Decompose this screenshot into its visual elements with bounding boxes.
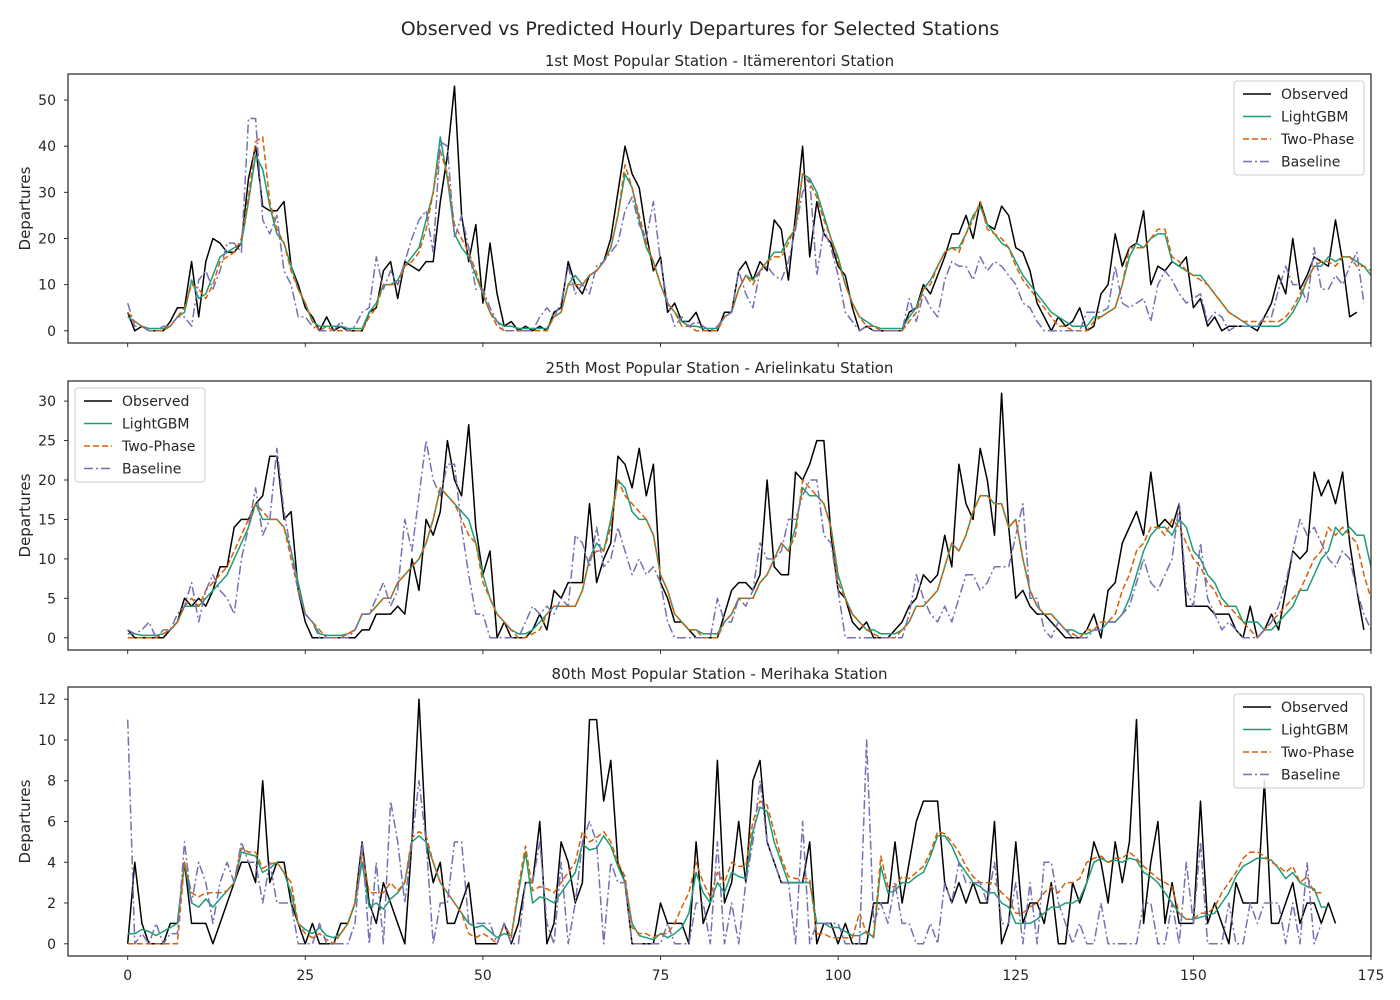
x-tick-label: 25 — [296, 968, 314, 984]
x-tick-label: 100 — [825, 968, 852, 984]
x-tick-label: 175 — [1358, 968, 1385, 984]
series-line-baseline — [126, 719, 1323, 945]
series-line-lightgbm — [127, 806, 1329, 941]
legend-label: LightGBM — [1281, 110, 1348, 126]
y-tick-label: 4 — [47, 855, 56, 871]
legend-box — [74, 387, 206, 483]
panel-merihaka: 80th Most Popular Station - Merihaka Sta… — [16, 665, 1384, 984]
y-tick-label: 15 — [38, 512, 56, 528]
y-tick-label: 50 — [38, 93, 56, 109]
y-axis-label: Departures — [16, 166, 34, 250]
subplot-title-merihaka: 80th Most Popular Station - Merihaka Sta… — [551, 665, 887, 683]
y-tick-label: 20 — [38, 473, 56, 489]
panel-itamerentori: 1st Most Popular Station - Itämerentori … — [16, 52, 1372, 347]
x-tick-label: 50 — [474, 968, 492, 984]
legend-label: LightGBM — [1281, 723, 1348, 739]
legend-label: Observed — [1281, 87, 1348, 103]
legend-label: Baseline — [1281, 768, 1340, 784]
x-tick-label: 150 — [1180, 968, 1207, 984]
series-line-two-phase — [127, 800, 1322, 945]
y-axis-label: Departures — [16, 779, 34, 863]
y-tick-label: 12 — [38, 692, 56, 708]
plot-frame — [67, 73, 1372, 344]
legend-label: Two-Phase — [1280, 745, 1354, 761]
y-tick-label: 20 — [38, 231, 56, 247]
y-tick-label: 8 — [47, 774, 56, 790]
x-tick-label: 0 — [123, 968, 132, 984]
legend-label: Baseline — [122, 462, 181, 478]
y-tick-label: 30 — [38, 185, 56, 201]
y-tick-label: 2 — [47, 896, 56, 912]
y-tick-label: 10 — [38, 278, 56, 294]
series-line-baseline — [127, 439, 1371, 639]
y-tick-label: 0 — [47, 631, 56, 647]
y-tick-label: 25 — [38, 434, 56, 450]
legend-label: Two-Phase — [121, 439, 195, 455]
series-line-two-phase — [127, 479, 1371, 639]
series-line-observed — [126, 85, 1358, 332]
plot-frame — [67, 686, 1372, 957]
legend-label: Observed — [1281, 700, 1348, 716]
subplot-title-itamerentori: 1st Most Popular Station - Itämerentori … — [545, 52, 894, 70]
legend-label: LightGBM — [122, 417, 189, 433]
y-tick-label: 6 — [47, 815, 56, 831]
series-line-lightgbm — [127, 479, 1371, 637]
y-axis-label: Departures — [16, 473, 34, 557]
figure-title: Observed vs Predicted Hourly Departures … — [401, 18, 1000, 40]
y-tick-label: 5 — [47, 591, 56, 607]
plot-frame — [67, 380, 1372, 651]
series-line-observed — [126, 698, 1337, 945]
legend-label: Observed — [122, 394, 189, 410]
legend: Observed LightGBM Two-Phase Baseline — [1233, 80, 1365, 176]
panel-arielinkatu: 25th Most Popular Station - Arielinkatu … — [16, 359, 1372, 654]
y-tick-label: 0 — [47, 937, 56, 953]
legend-box — [1233, 80, 1365, 176]
x-tick-label: 125 — [1002, 968, 1029, 984]
y-tick-label: 10 — [38, 733, 56, 749]
series-line-observed — [127, 392, 1365, 639]
subplot-title-arielinkatu: 25th Most Popular Station - Arielinkatu … — [546, 359, 894, 377]
y-tick-label: 40 — [38, 139, 56, 155]
legend-label: Baseline — [1281, 155, 1340, 171]
legend-box — [1233, 693, 1365, 789]
legend: Observed LightGBM Two-Phase Baseline — [74, 387, 206, 483]
series-line-two-phase — [127, 136, 1371, 332]
y-tick-label: 0 — [47, 324, 56, 340]
series-line-baseline — [126, 117, 1365, 332]
x-tick-label: 75 — [652, 968, 670, 984]
y-tick-label: 10 — [38, 552, 56, 568]
y-tick-label: 30 — [38, 394, 56, 410]
legend-label: Two-Phase — [1280, 132, 1354, 148]
legend: Observed LightGBM Two-Phase Baseline — [1233, 693, 1365, 789]
